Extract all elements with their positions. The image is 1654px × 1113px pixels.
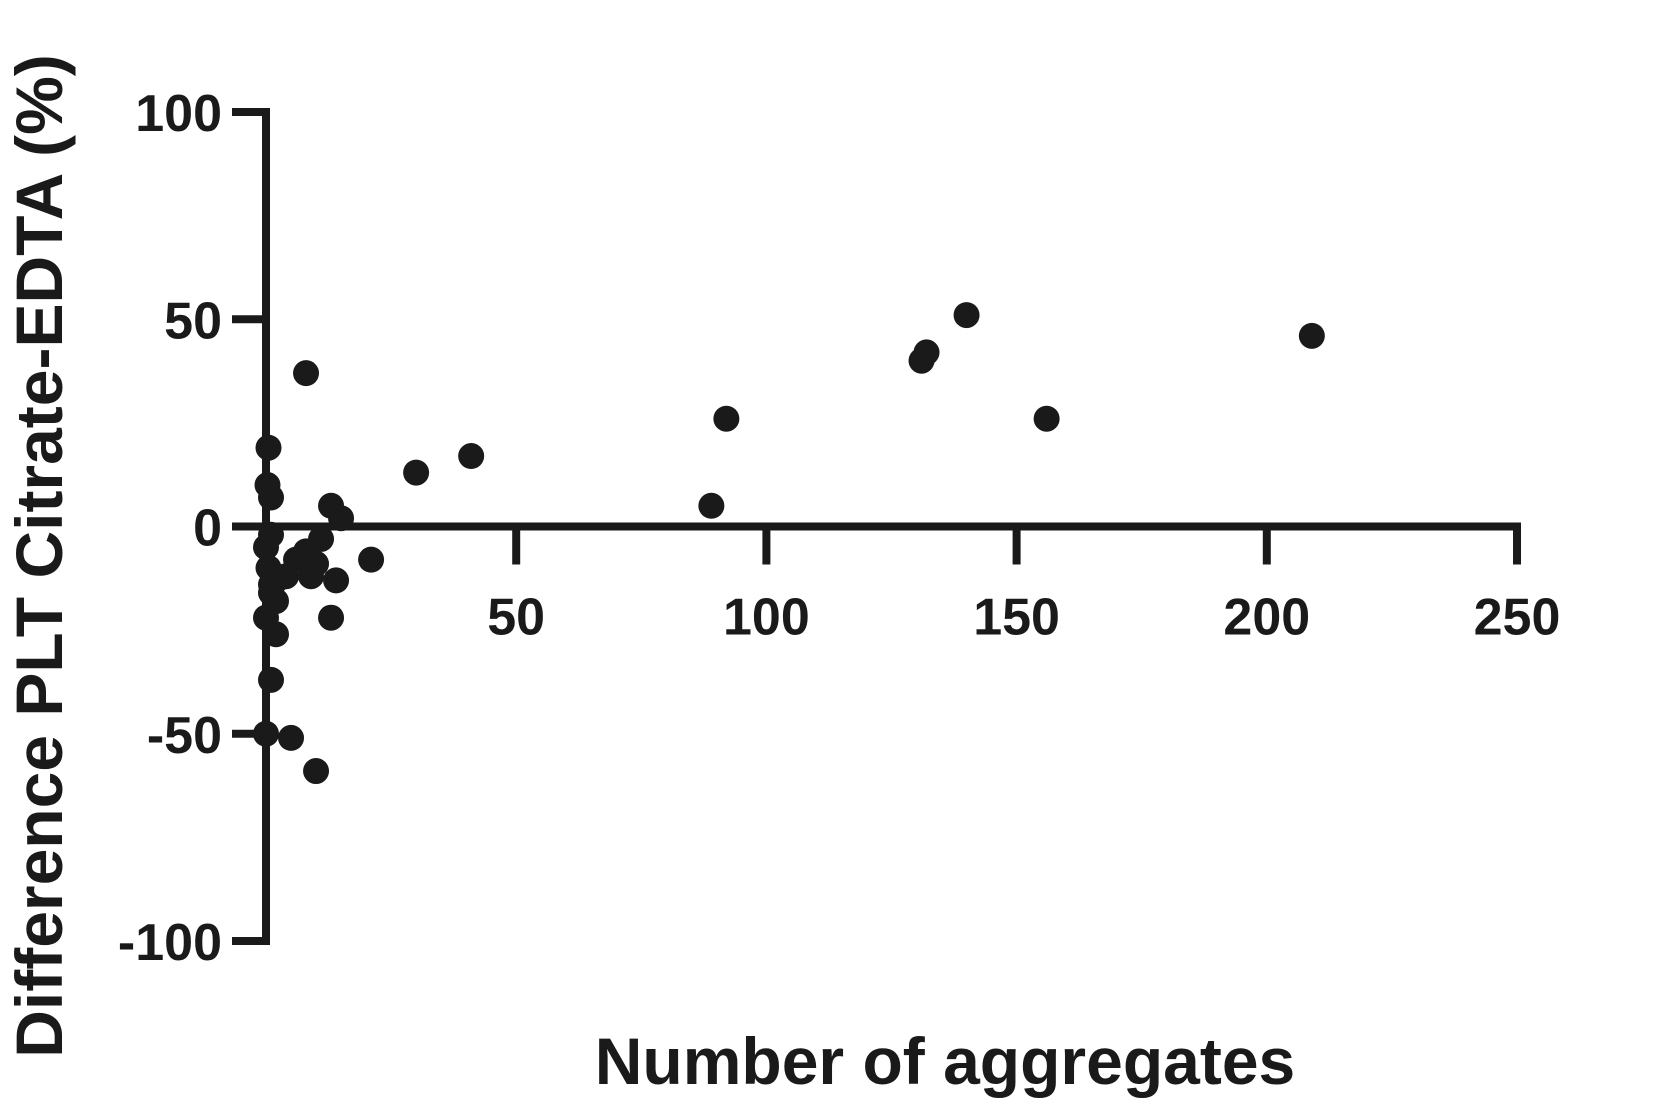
data-point (308, 525, 335, 552)
data-point (318, 604, 345, 631)
data-point (253, 534, 279, 561)
x-axis-title: Number of aggregates (595, 1024, 1295, 1098)
y-tick-label: -50 (147, 707, 222, 765)
data-point (698, 492, 725, 519)
x-tick-label: 50 (487, 589, 545, 647)
data-point (255, 434, 282, 461)
data-point (953, 302, 980, 329)
data-point (458, 443, 485, 470)
data-point (913, 339, 940, 366)
data-point (1033, 405, 1060, 432)
data-point (258, 666, 285, 693)
y-tick-label: 100 (135, 85, 222, 143)
y-axis-ticks: -100 -50 0 50 100 (118, 85, 266, 972)
data-point (263, 621, 290, 648)
y-tick-label: 0 (193, 500, 222, 558)
x-tick-label: 150 (973, 589, 1060, 647)
x-tick-label: 100 (723, 589, 810, 647)
x-tick-label: 250 (1474, 589, 1561, 647)
y-axis-title: Difference PLT Citrate-EDTA (%) (2, 54, 76, 1058)
y-tick-label: -100 (118, 914, 222, 972)
data-point (358, 546, 385, 573)
data-point (713, 405, 740, 432)
data-point (293, 360, 320, 387)
data-point (253, 720, 279, 747)
data-point (328, 505, 355, 532)
data-point (323, 567, 350, 594)
y-tick-label: 50 (164, 292, 222, 350)
data-point (278, 724, 305, 751)
data-point (303, 758, 330, 785)
data-point (298, 563, 325, 590)
data-point (403, 459, 430, 486)
data-point (1298, 322, 1325, 349)
x-axis-ticks: 50 100 150 200 250 (487, 526, 1561, 647)
x-tick-label: 200 (1223, 589, 1310, 647)
data-point (258, 484, 285, 511)
data-points (253, 302, 1325, 785)
